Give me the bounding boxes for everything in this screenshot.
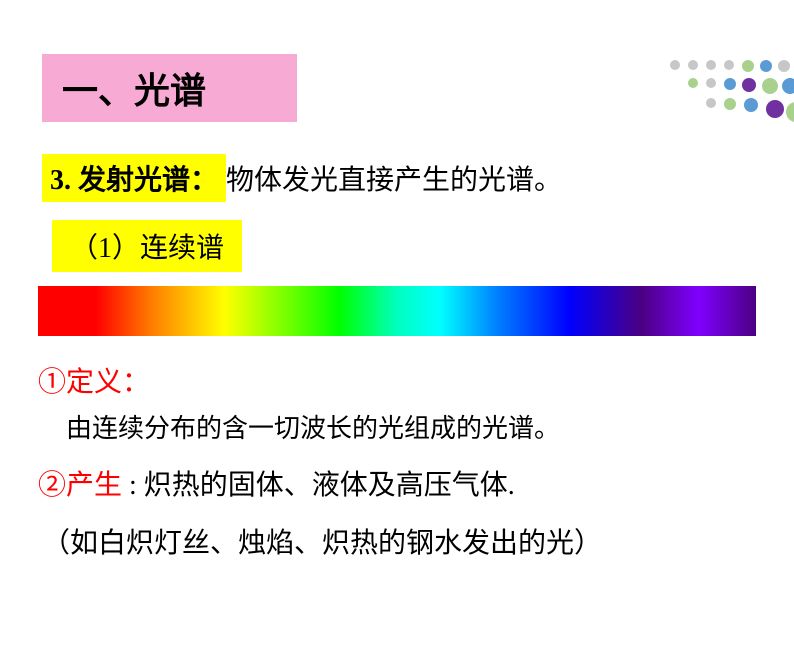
corner-decoration <box>654 54 794 124</box>
decor-dot <box>688 78 698 88</box>
decor-dot <box>762 78 778 94</box>
decor-dot <box>760 60 772 72</box>
definition-text: 由连续分布的含一切波长的光组成的光谱。 <box>66 408 794 445</box>
subsection-label: （1）连续谱 <box>52 220 242 272</box>
decor-dot <box>766 100 784 118</box>
definition-label: ①定义： <box>38 367 150 398</box>
spectrum-bar <box>38 286 756 336</box>
section-title: 一、光谱 <box>42 54 297 122</box>
decor-dot <box>688 60 698 70</box>
decor-dot <box>706 78 716 88</box>
decor-dot <box>724 60 734 70</box>
decor-dot <box>742 78 756 92</box>
decor-dot <box>724 98 736 110</box>
decor-dot <box>706 60 716 70</box>
subtitle-label: 3. 发射光谱： <box>42 154 226 202</box>
decor-dot <box>670 60 680 70</box>
definition-item: ①定义： <box>38 362 794 404</box>
decor-dot <box>742 60 754 72</box>
generation-colon: : <box>122 470 144 501</box>
generation-text: 炽热的固体、液体及高压气体. <box>144 470 515 501</box>
decor-dot <box>744 98 758 112</box>
generation-label: ②产生 <box>38 470 122 501</box>
decor-dot <box>706 98 716 108</box>
decor-dot <box>778 60 790 72</box>
subtitle-text: 物体发光直接产生的光谱。 <box>226 165 562 196</box>
subtitle-row: 3. 发射光谱：物体发光直接产生的光谱。 <box>42 154 794 202</box>
decor-dot <box>782 78 794 94</box>
decor-dot <box>786 102 794 122</box>
decor-dot <box>724 78 736 90</box>
generation-item: ②产生 : 炽热的固体、液体及高压气体. <box>38 465 794 507</box>
example-text: （如白炽灯丝、烛焰、炽热的钢水发出的光） <box>42 521 794 561</box>
